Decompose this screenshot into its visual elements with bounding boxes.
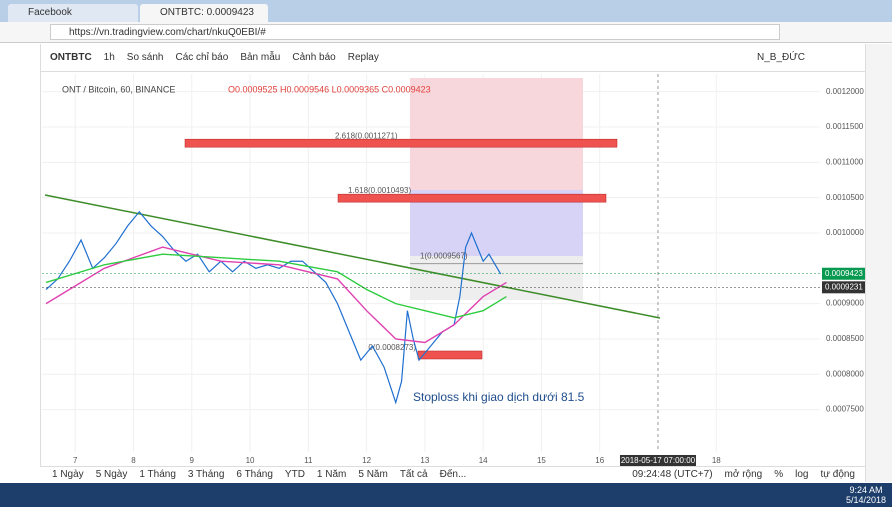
x-tick-label: 18 (712, 456, 721, 465)
fib-label: 0(0.0008273) (368, 343, 416, 352)
range-item[interactable]: 1 Năm (316, 469, 347, 480)
ohlc: O0.0009525 H0.0009546 L0.0009365 C0.0009… (228, 84, 431, 94)
scale-option[interactable]: % (774, 469, 784, 480)
toolbar-item[interactable]: Các chỉ báo (175, 52, 229, 63)
scale-option[interactable]: mở rộng (724, 469, 763, 480)
x-tick-label: 15 (537, 456, 546, 465)
y-tick-label: 0.0012000 (826, 87, 864, 96)
y-tick-label: 0.0010500 (826, 193, 864, 202)
x-tick-label: 2018-05-17 07:00:00 (621, 456, 696, 465)
range-item[interactable]: 6 Tháng (236, 469, 273, 480)
toolbar-item[interactable]: Cảnh báo (292, 52, 336, 63)
scale-option[interactable]: log (795, 469, 809, 480)
moving-average (45, 253, 507, 319)
range-bar: 1 Ngày 5 Ngày 1 Tháng 3 Tháng 6 Tháng YTD 1 Nă… (40, 466, 865, 482)
trend-line (44, 194, 661, 319)
x-tick-label: 7 (73, 456, 78, 465)
fib-label: 2.618(0.0011271) (335, 131, 398, 140)
price-tag-label: 0.0009423 (825, 269, 863, 278)
x-tick-label: 11 (304, 456, 313, 465)
x-tick-label: 13 (420, 456, 429, 465)
x-tick-label: 16 (595, 456, 604, 465)
range-item[interactable]: YTD (284, 469, 305, 480)
price-tag (822, 281, 865, 294)
fib-label: 1(0.0009567) (420, 252, 468, 261)
x-tick-label: 12 (362, 456, 371, 465)
legend: ONT / Bitcoin, 60, BINANCE (62, 84, 175, 94)
range-item[interactable]: 5 Năm (358, 469, 388, 480)
range-item[interactable]: 1 Tháng (139, 469, 176, 480)
range-item[interactable]: 3 Tháng (187, 469, 225, 480)
taskbar: 9:24 AM 5/14/2018 (0, 483, 892, 507)
clock: 09:24:48 (UTC+7) (632, 469, 713, 480)
fib-level (417, 350, 483, 360)
price-tag (822, 267, 865, 280)
symbol[interactable]: ONTBTC (50, 52, 92, 63)
url[interactable]: https://vn.tradingview.com/chart/nkuQ0EB… (50, 24, 780, 40)
fib-level (184, 138, 618, 148)
tab[interactable]: Facebook (8, 4, 138, 22)
scale-option[interactable]: tự động (820, 469, 856, 480)
y-tick-label: 0.0011500 (826, 122, 864, 131)
y-tick-label: 0.0008500 (826, 334, 864, 343)
y-tick-label: 0.0008000 (826, 369, 864, 378)
range-item[interactable]: Tất cả (399, 469, 428, 480)
x-tick-label: 8 (131, 456, 136, 465)
time: 9:24 AM (849, 485, 883, 495)
moving-average (45, 246, 507, 344)
x-tick-label: 9 (190, 456, 195, 465)
price-tag-label: 0.0009231 (825, 282, 863, 291)
date: 5/14/2018 (845, 495, 886, 505)
x-tick-label: 14 (479, 456, 488, 465)
x-tick-label: 10 (246, 456, 255, 465)
y-tick-label: 0.0007500 (826, 405, 864, 414)
toolbar-item[interactable]: So sánh (126, 52, 164, 63)
address-bar: https://vn.tradingview.com/chart/nkuQ0EB… (0, 22, 892, 43)
right-sidebar (865, 44, 892, 482)
annotation: Stoploss khi giao dịch dưới 81.5 (413, 390, 585, 404)
toolbar: ONTBTC 1h So sánh Các chỉ báo Bản mẫu Cảnh … (40, 44, 865, 72)
toolbar-item[interactable]: Bản mẫu (240, 52, 281, 63)
tab[interactable]: ONTBTC: 0.0009423 ▼-0 (140, 4, 268, 36)
interval[interactable]: 1h (103, 52, 115, 63)
range-item[interactable]: 5 Ngày (95, 469, 128, 480)
range-item[interactable]: Đến... (439, 469, 467, 480)
tab-strip: Facebook ONTBTC: 0.0009423 ▼-0 (0, 0, 892, 36)
range-item[interactable]: 1 Ngày (52, 469, 84, 480)
crosshair-label-bg (619, 455, 696, 466)
toolbar-item[interactable]: Replay (347, 52, 379, 63)
y-tick-label: 0.0011000 (826, 157, 864, 166)
y-tick-label: 0.0009000 (826, 299, 864, 308)
user[interactable]: N_B_ĐỨC (757, 52, 805, 63)
fib-label: 1.618(0.0010493) (348, 186, 412, 195)
y-tick-label: 0.0010000 (826, 228, 864, 237)
clock: 9:24 AM 5/14/2018 (846, 485, 886, 505)
drawing-tools (0, 44, 41, 482)
risk-zone (410, 256, 583, 300)
fib-level (337, 193, 607, 203)
